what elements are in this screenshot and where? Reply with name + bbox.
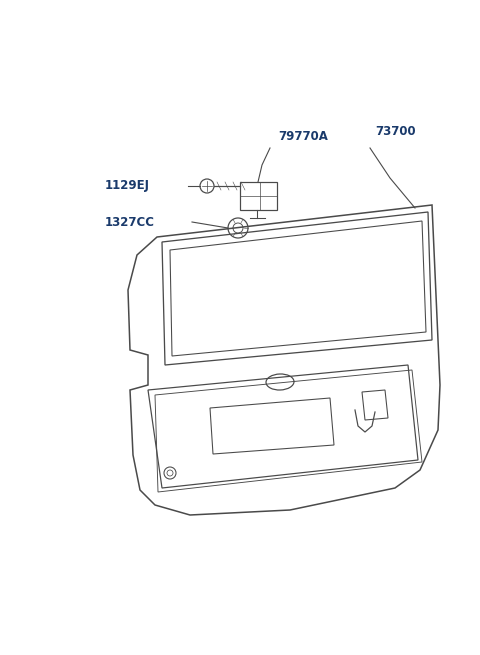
Text: 73700: 73700 xyxy=(375,125,416,138)
Text: 79770A: 79770A xyxy=(278,130,328,143)
Text: 1129EJ: 1129EJ xyxy=(105,179,150,193)
Text: 1327CC: 1327CC xyxy=(105,215,155,229)
